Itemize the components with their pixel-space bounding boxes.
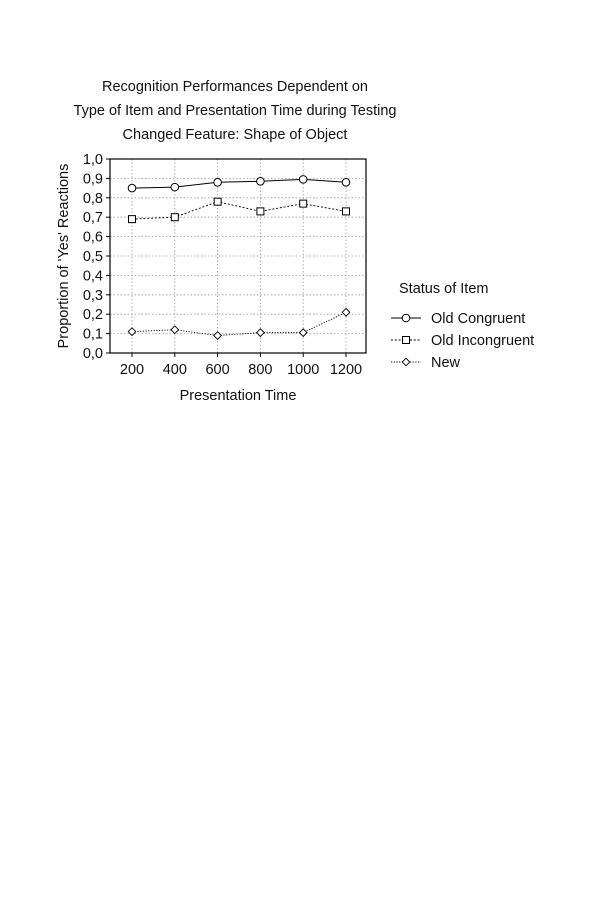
circle-marker bbox=[213, 177, 222, 187]
y-tick-label: 0,7 bbox=[83, 210, 103, 226]
diamond-marker bbox=[298, 328, 308, 338]
legend-label: Old Congruent bbox=[431, 311, 525, 327]
legend-item: New bbox=[391, 355, 461, 371]
y-tick-label: 0,0 bbox=[83, 346, 103, 362]
circle-marker bbox=[256, 177, 265, 186]
series-line bbox=[131, 201, 347, 220]
y-tick-label: 0,1 bbox=[83, 327, 103, 343]
diamond-marker bbox=[213, 331, 223, 340]
x-tick-label: 200 bbox=[120, 362, 144, 378]
diamond-marker bbox=[127, 327, 137, 337]
square-marker bbox=[213, 197, 222, 206]
legend-item: Old Incongruent bbox=[391, 333, 534, 349]
circle-marker bbox=[401, 313, 411, 323]
x-tick-label: 400 bbox=[163, 362, 187, 378]
y-tick-label: 0,4 bbox=[83, 268, 103, 284]
y-axis-label: Proportion of 'Yes' Reactions bbox=[56, 164, 72, 349]
square-marker bbox=[402, 336, 410, 344]
diamond-marker bbox=[170, 325, 180, 335]
y-tick-label: 1,0 bbox=[83, 152, 103, 168]
x-tick-label: 600 bbox=[205, 362, 229, 378]
y-axis-ticks: 0,0 0,1 0,2 0,3 0,4 0,5 0,6 0,7 0,8 0,9 1,0 bbox=[83, 152, 110, 362]
diamond-marker bbox=[255, 328, 265, 338]
y-tick-label: 0,5 bbox=[83, 249, 103, 265]
x-axis-label: Presentation Time bbox=[180, 388, 297, 404]
y-tick-label: 0,9 bbox=[83, 171, 103, 187]
square-marker bbox=[170, 213, 179, 222]
series-old-congruent bbox=[127, 175, 351, 193]
y-tick-label: 0,2 bbox=[83, 307, 103, 323]
x-axis-ticks: 200 400 600 800 1000 1200 bbox=[120, 353, 362, 378]
series-old-incongruent bbox=[128, 197, 350, 224]
y-tick-label: 0,6 bbox=[83, 230, 103, 246]
data-series bbox=[127, 175, 351, 340]
circle-marker bbox=[127, 183, 137, 193]
diamond-marker bbox=[401, 357, 411, 367]
legend-label: New bbox=[431, 355, 461, 371]
x-tick-label: 1000 bbox=[287, 362, 319, 378]
square-marker bbox=[299, 199, 308, 208]
chart-title-line-2: Type of Item and Presentation Time durin… bbox=[73, 103, 397, 119]
legend: Status of Item Old Congruent Old Incongru… bbox=[391, 281, 534, 371]
circle-marker bbox=[170, 182, 180, 192]
chart-title-line-1: Recognition Performances Dependent on bbox=[102, 79, 368, 95]
x-tick-label: 1200 bbox=[330, 362, 362, 378]
y-tick-label: 0,3 bbox=[83, 288, 103, 304]
square-marker bbox=[342, 207, 350, 216]
series-new bbox=[127, 307, 351, 340]
grid-lines bbox=[110, 159, 366, 353]
circle-marker bbox=[298, 175, 308, 184]
series-line bbox=[131, 178, 347, 189]
diamond-marker bbox=[341, 307, 351, 317]
legend-item: Old Congruent bbox=[391, 311, 525, 327]
legend-label: Old Incongruent bbox=[431, 333, 534, 349]
x-tick-label: 800 bbox=[248, 362, 272, 378]
series-line bbox=[131, 311, 347, 336]
y-tick-label: 0,8 bbox=[83, 191, 103, 207]
square-marker bbox=[128, 215, 136, 224]
circle-marker bbox=[341, 177, 351, 187]
chart-title-line-3: Changed Feature: Shape of Object bbox=[122, 127, 348, 143]
square-marker bbox=[256, 207, 265, 216]
legend-title: Status of Item bbox=[399, 281, 488, 297]
